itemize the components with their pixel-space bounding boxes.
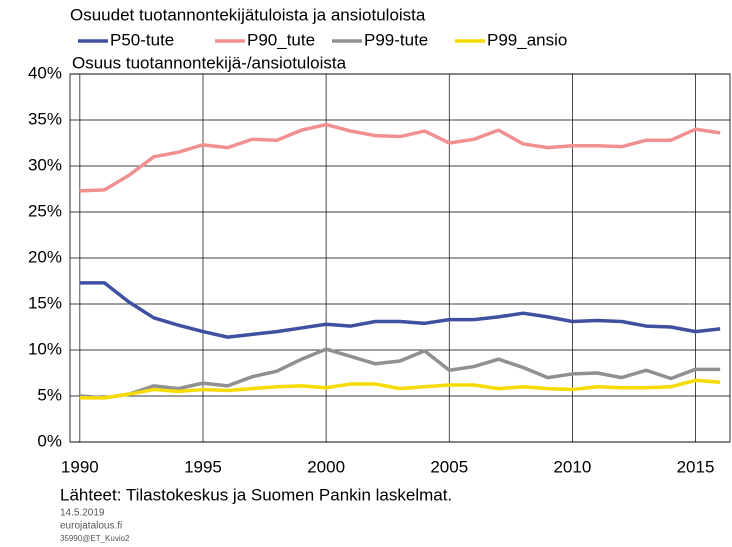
y-tick-label: 30% <box>28 155 62 174</box>
code: 35990@ET_Kuvio2 <box>60 534 130 543</box>
x-tick-label: 2010 <box>553 457 591 476</box>
y-tick-label: 15% <box>28 293 62 312</box>
x-tick-label: 2000 <box>307 457 345 476</box>
x-tick-label: 1995 <box>184 457 222 476</box>
line-series <box>79 281 721 339</box>
x-tick-label: 2005 <box>430 457 468 476</box>
y-tick-label: 25% <box>28 201 62 220</box>
line-series <box>79 378 721 400</box>
site: eurojatalous.fi <box>60 521 122 532</box>
y-tick-label: 35% <box>28 109 62 128</box>
legend-label: P99_ansio <box>487 30 567 49</box>
y-tick-label: 0% <box>37 431 62 450</box>
y-tick-label: 5% <box>37 385 62 404</box>
y-tick-label: 10% <box>28 339 62 358</box>
date: 14.5.2019 <box>60 508 105 519</box>
x-tick-label: 2015 <box>677 457 715 476</box>
line-series <box>79 347 721 400</box>
source: Lähteet: Tilastokeskus ja Suomen Pankin … <box>60 485 452 504</box>
legend-label: P90_tute <box>247 30 315 49</box>
chart-title: Osuudet tuotannontekijätuloista ja ansio… <box>70 5 426 24</box>
legend-label: P99-tute <box>364 30 428 49</box>
y-tick-label: 20% <box>28 247 62 266</box>
legend-label: P50-tute <box>110 30 174 49</box>
line-series <box>79 122 721 193</box>
plot-frame <box>69 73 731 443</box>
x-tick-label: 1990 <box>61 457 99 476</box>
y-axis-label: Osuus tuotannontekijä-/ansiotuloista <box>72 53 347 72</box>
y-tick-label: 40% <box>28 63 62 82</box>
